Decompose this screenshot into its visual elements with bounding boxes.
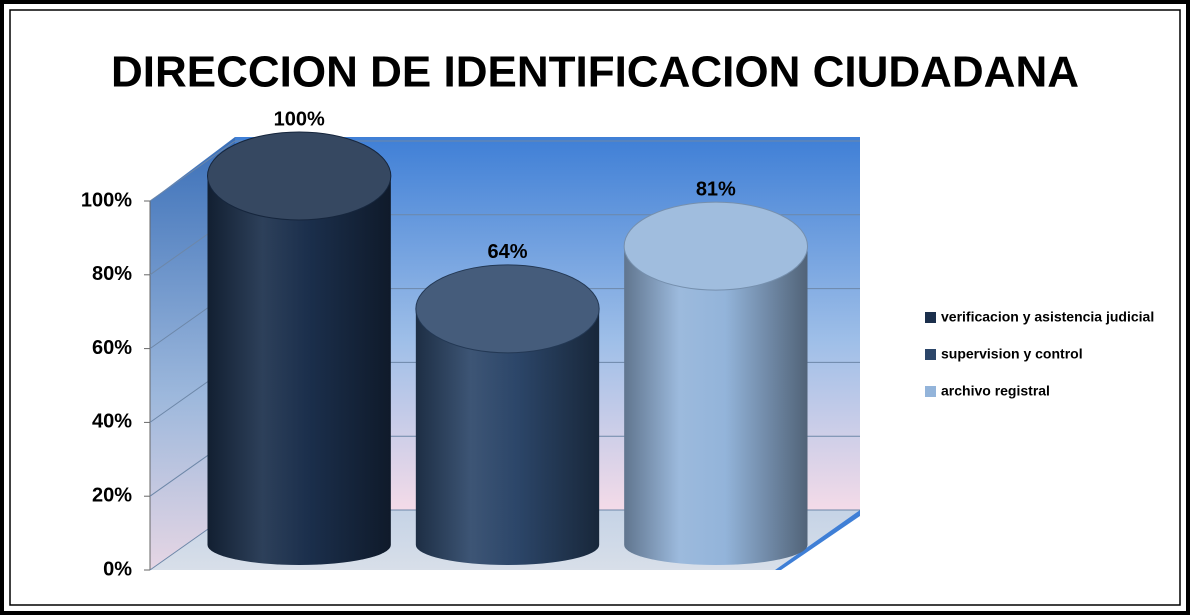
cylinder-body bbox=[624, 246, 808, 565]
cylinder-body bbox=[207, 176, 391, 565]
grid-line bbox=[149, 140, 236, 202]
value-label: 64% bbox=[487, 241, 527, 263]
cylinder-top bbox=[415, 264, 600, 354]
value-label: 100% bbox=[274, 108, 325, 130]
cylinder-body bbox=[415, 308, 600, 565]
cylinder-top bbox=[207, 131, 392, 221]
floor-edge bbox=[775, 510, 860, 570]
legend-label: verificacion y asistencia judicial bbox=[941, 309, 1154, 325]
inner-frame bbox=[9, 9, 1181, 606]
y-tick-label: 0% bbox=[103, 558, 132, 580]
cylinder-bar bbox=[415, 264, 600, 565]
value-label: 81% bbox=[696, 178, 736, 200]
cylinder-bar bbox=[207, 131, 392, 565]
legend-label: supervision y control bbox=[941, 346, 1083, 362]
cylinder-top bbox=[623, 201, 808, 291]
legend-swatch bbox=[925, 312, 936, 323]
y-tick-label: 40% bbox=[92, 411, 132, 433]
y-tick-label: 100% bbox=[81, 189, 132, 211]
legend-swatch bbox=[925, 386, 936, 397]
chart-title: DIRECCION DE IDENTIFICACION CIUDADANA bbox=[111, 48, 1079, 97]
legend-label: archivo registral bbox=[941, 383, 1050, 399]
cylinder-bar bbox=[623, 201, 808, 565]
legend-swatch bbox=[925, 349, 936, 360]
y-tick-label: 80% bbox=[92, 263, 132, 285]
y-tick-label: 60% bbox=[92, 337, 132, 359]
y-tick-label: 20% bbox=[92, 484, 132, 506]
